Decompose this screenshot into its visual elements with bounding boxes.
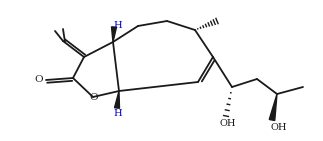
Text: O: O — [35, 75, 43, 84]
Text: H: H — [114, 21, 122, 30]
Polygon shape — [269, 94, 277, 121]
Text: OH: OH — [271, 123, 287, 132]
Text: OH: OH — [220, 118, 236, 127]
Polygon shape — [115, 91, 120, 108]
Text: O: O — [90, 93, 98, 103]
Polygon shape — [111, 27, 117, 42]
Text: H: H — [114, 110, 122, 118]
